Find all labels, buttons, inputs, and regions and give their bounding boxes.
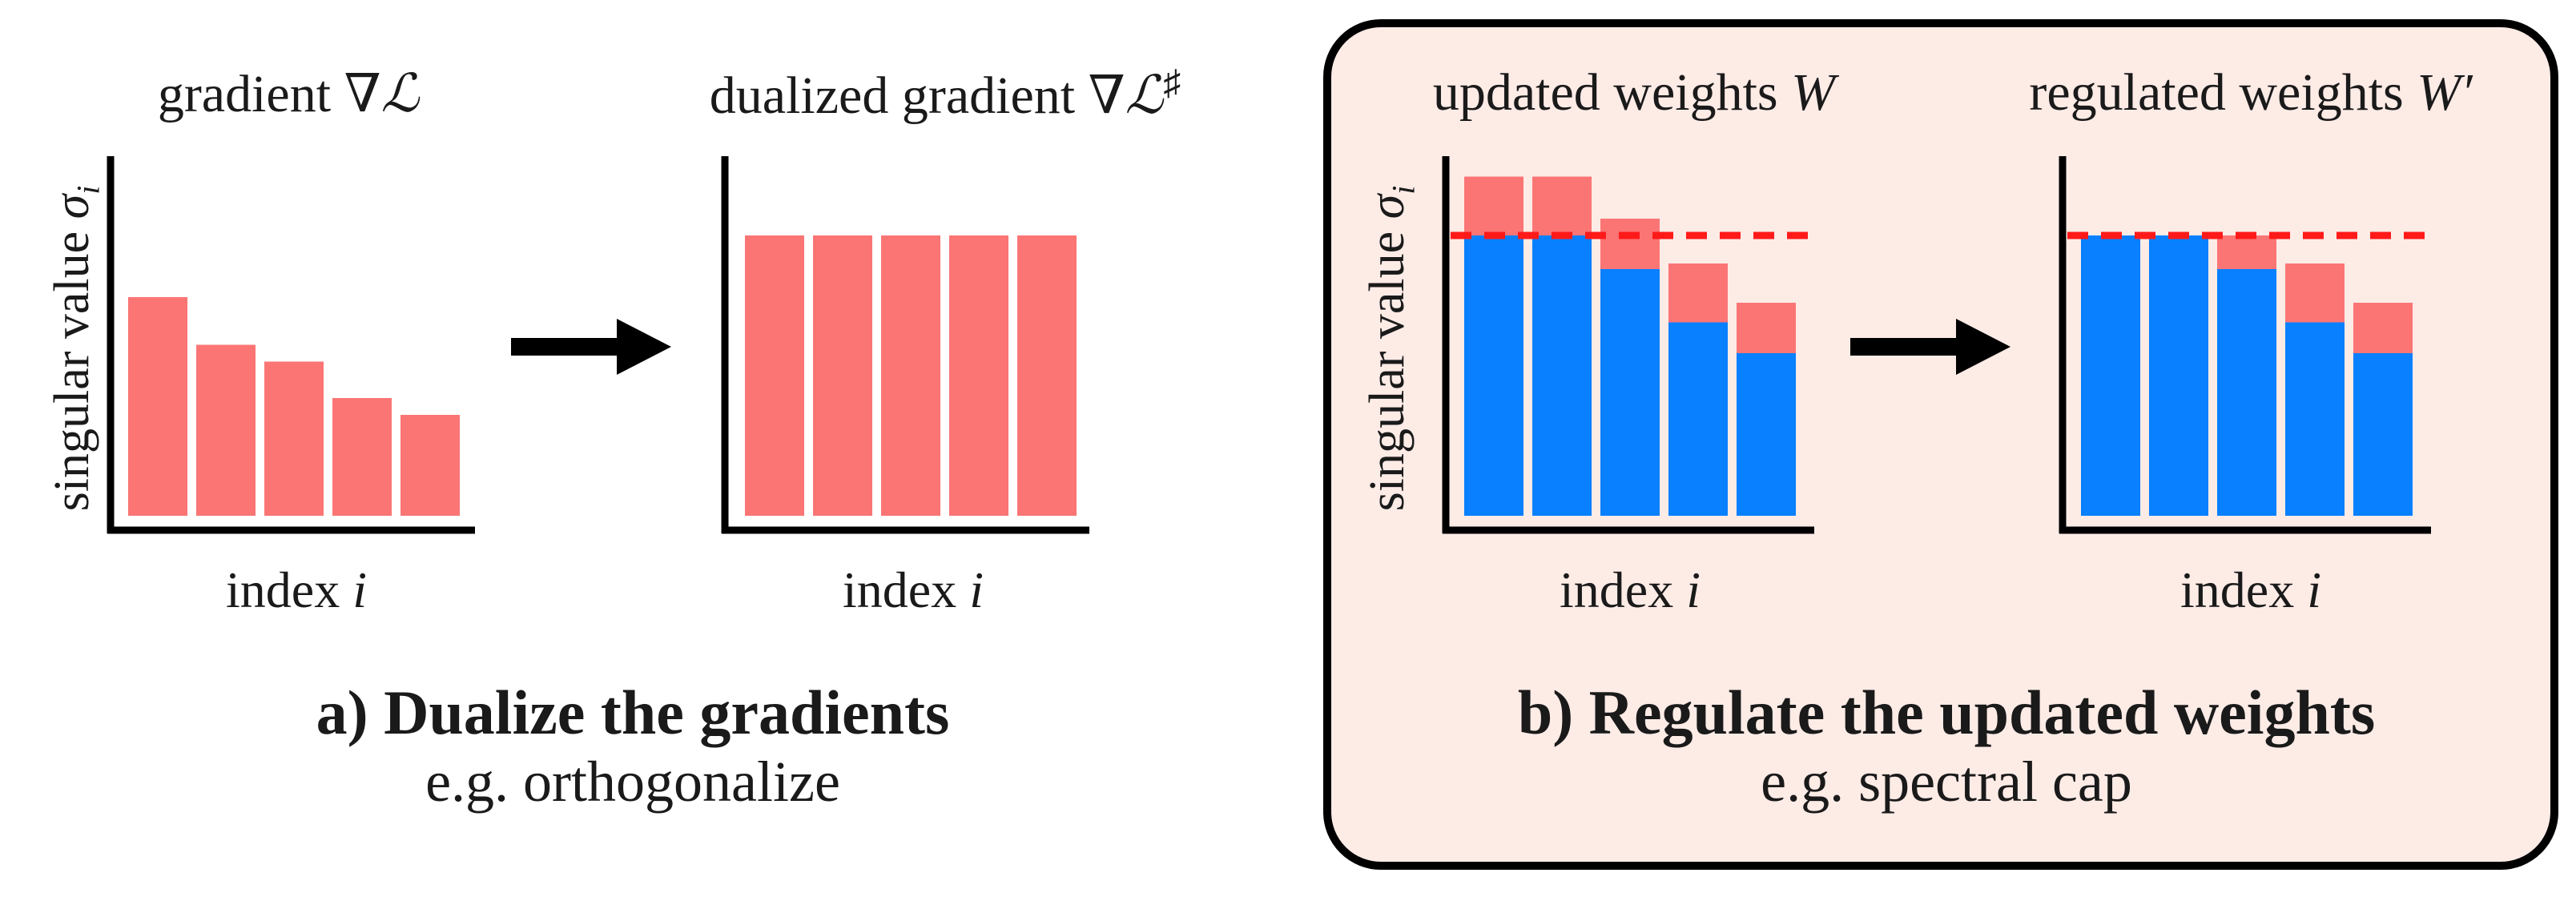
gradient-bar-5 — [400, 415, 460, 516]
updated-weights-bar-3-pink — [1600, 219, 1660, 269]
chart-title-dualized-gradient: dualized gradient ∇ℒ♯ — [709, 63, 1181, 125]
updated-weights-bar-1-pink — [1464, 176, 1523, 235]
x-axis-label-updated: index i — [1560, 561, 1701, 618]
dualized-gradient-bar-5 — [1017, 235, 1077, 516]
regulated-weights-bar-5-pink — [2353, 303, 2413, 353]
regulated-weights-bar-5-blue — [2353, 353, 2413, 516]
regulated-weights-bar-2-blue — [2149, 235, 2208, 516]
gradient-bar-4 — [332, 398, 392, 516]
x-axis-label-gradient: index i — [226, 561, 367, 618]
dualized-gradient-bar-2 — [813, 235, 872, 516]
gradient-bar-2 — [196, 344, 256, 516]
dualized-gradient-bar-1 — [745, 235, 804, 516]
arrow-right-icon — [1850, 319, 2010, 375]
subcaption-panel-a: e.g. orthogonalize — [425, 750, 840, 814]
gradient-bar-3 — [264, 361, 324, 516]
gradient-bar-1 — [128, 297, 187, 516]
dualized-gradient-bar-4 — [949, 235, 1008, 516]
regulated-weights-bar-4-blue — [2285, 322, 2345, 516]
x-axis-label-dualized: index i — [843, 561, 984, 618]
updated-weights-bar-1-blue — [1464, 235, 1523, 516]
chart-title-updated-weights: updated weights W — [1432, 63, 1836, 122]
updated-weights-bar-5-blue — [1737, 353, 1796, 516]
caption-panel-b: b) Regulate the updated weights — [1517, 678, 2376, 747]
arrow-right-icon — [511, 319, 671, 375]
updated-weights-bar-2-blue — [1532, 235, 1592, 516]
regulated-weights-bar-1-blue — [2081, 235, 2140, 516]
dualized-gradient-bar-3 — [881, 235, 940, 516]
chart-title-regulated-weights: regulated weights W′ — [2029, 63, 2473, 122]
x-axis-label-regulated: index i — [2180, 561, 2321, 618]
updated-weights-bar-4-blue — [1668, 322, 1728, 516]
updated-weights-bar-3-blue — [1600, 269, 1660, 516]
chart-title-gradient: gradient ∇ℒ — [157, 65, 420, 123]
updated-weights-bar-2-pink — [1532, 176, 1592, 235]
updated-weights-bar-5-pink — [1737, 303, 1796, 353]
regulated-weights-bar-4-pink — [2285, 263, 2345, 323]
subcaption-panel-b: e.g. spectral cap — [1761, 750, 2132, 814]
panel-b-background — [1323, 19, 2558, 870]
caption-panel-a: a) Dualize the gradients — [316, 678, 950, 747]
updated-weights-bar-4-pink — [1668, 263, 1728, 323]
regulated-weights-bar-3-blue — [2217, 269, 2276, 516]
regulated-weights-bar-3-pink — [2217, 235, 2276, 269]
